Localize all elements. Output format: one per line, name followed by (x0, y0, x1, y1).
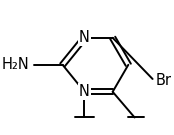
Text: H₂N: H₂N (2, 57, 30, 72)
Text: Br: Br (156, 73, 172, 88)
Text: N: N (79, 30, 90, 45)
Text: N: N (79, 84, 90, 99)
